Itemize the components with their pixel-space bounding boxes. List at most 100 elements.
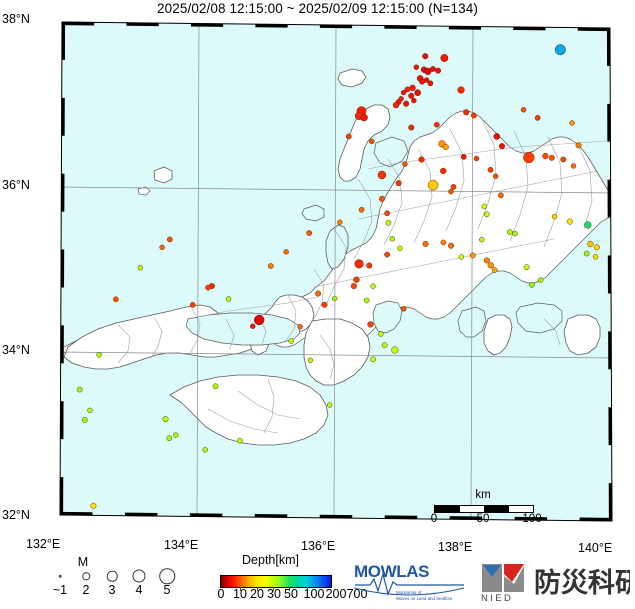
epicenter-marker[interactable] [369,139,374,144]
epicenter-marker[interactable] [488,167,493,172]
epicenter-marker[interactable] [474,156,479,161]
epicenter-marker[interactable] [237,438,242,443]
epicenter-marker[interactable] [459,255,464,260]
epicenter-marker[interactable] [414,65,419,70]
epicenter-marker[interactable] [430,66,435,71]
epicenter-marker[interactable] [308,358,313,363]
epicenter-marker[interactable] [163,416,169,422]
epicenter-marker[interactable] [499,143,505,149]
epicenter-marker[interactable] [97,352,102,357]
epicenter-marker[interactable] [91,503,97,509]
earthquake-map[interactable] [58,19,616,531]
epicenter-marker[interactable] [538,278,543,283]
epicenter-marker[interactable] [535,115,540,120]
epicenter-marker[interactable] [378,332,383,337]
epicenter-marker[interactable] [494,133,500,139]
epicenter-marker[interactable] [555,44,565,54]
epicenter-marker[interactable] [428,180,438,190]
epicenter-marker[interactable] [167,436,172,441]
epicenter-marker[interactable] [355,259,364,268]
epicenter-marker[interactable] [315,291,321,297]
epicenter-marker[interactable] [167,237,172,242]
epicenter-marker[interactable] [552,214,557,219]
epicenter-marker[interactable] [448,243,454,249]
epicenter-marker[interactable] [393,102,399,108]
epicenter-marker[interactable] [403,162,408,167]
epicenter-marker[interactable] [378,171,386,179]
epicenter-marker[interactable] [441,240,446,245]
epicenter-marker[interactable] [386,220,391,225]
epicenter-marker[interactable] [382,343,387,348]
epicenter-marker[interactable] [385,252,390,257]
epicenter-marker[interactable] [289,338,294,343]
epicenter-marker[interactable] [593,254,598,259]
epicenter-marker[interactable] [284,249,289,254]
epicenter-marker[interactable] [479,237,484,242]
epicenter-marker[interactable] [415,90,421,96]
epicenter-marker[interactable] [523,152,534,163]
epicenter-marker[interactable] [461,154,466,159]
epicenter-marker[interactable] [307,230,312,235]
epicenter-marker[interactable] [354,277,360,283]
epicenter-marker[interactable] [77,387,82,392]
epicenter-marker[interactable] [529,282,534,287]
epicenter-marker[interactable] [379,196,385,202]
epicenter-marker[interactable] [371,357,376,362]
epicenter-marker[interactable] [364,298,369,303]
epicenter-marker[interactable] [411,98,416,103]
epicenter-marker[interactable] [298,324,303,329]
epicenter-marker[interactable] [542,153,548,159]
epicenter-marker[interactable] [561,157,566,162]
epicenter-marker[interactable] [584,251,589,256]
epicenter-marker[interactable] [482,204,487,209]
epicenter-marker[interactable] [524,265,529,270]
epicenter-marker[interactable] [205,285,210,290]
epicenter-marker[interactable] [423,241,429,247]
epicenter-marker[interactable] [422,53,428,59]
epicenter-marker[interactable] [471,113,476,118]
epicenter-marker[interactable] [371,284,376,289]
epicenter-marker[interactable] [397,246,402,251]
epicenter-marker[interactable] [409,93,415,99]
epicenter-marker[interactable] [488,262,494,268]
epicenter-marker[interactable] [443,144,449,150]
epicenter-marker[interactable] [403,101,409,107]
epicenter-marker[interactable] [390,236,395,241]
epicenter-marker[interactable] [87,408,92,413]
epicenter-marker[interactable] [435,68,441,74]
epicenter-marker[interactable] [458,87,465,94]
epicenter-marker[interactable] [470,253,475,258]
epicenter-marker[interactable] [409,125,415,131]
epicenter-marker[interactable] [392,347,399,354]
epicenter-marker[interactable] [82,417,87,422]
epicenter-marker[interactable] [401,306,406,311]
epicenter-marker[interactable] [322,302,328,308]
epicenter-marker[interactable] [190,302,195,307]
epicenter-marker[interactable] [588,241,594,247]
epicenter-marker[interactable] [250,324,255,329]
epicenter-marker[interactable] [173,433,178,438]
epicenter-marker[interactable] [484,212,489,217]
epicenter-marker[interactable] [346,134,351,139]
epicenter-marker[interactable] [337,220,342,225]
epicenter-marker[interactable] [463,110,469,116]
epicenter-marker[interactable] [513,231,518,236]
epicenter-marker[interactable] [268,263,273,268]
epicenter-marker[interactable] [254,315,264,325]
epicenter-marker[interactable] [492,267,497,272]
epicenter-marker[interactable] [368,321,374,327]
epicenter-marker[interactable] [361,114,368,121]
epicenter-marker[interactable] [567,219,573,225]
epicenter-marker[interactable] [451,184,456,189]
epicenter-marker[interactable] [521,107,526,112]
epicenter-marker[interactable] [410,85,416,91]
epicenter-marker[interactable] [366,263,372,269]
epicenter-marker[interactable] [570,121,575,126]
epicenter-marker[interactable] [449,189,454,194]
epicenter-marker[interactable] [213,384,218,389]
epicenter-marker[interactable] [138,265,143,270]
epicenter-marker[interactable] [359,207,364,212]
epicenter-marker[interactable] [440,168,446,174]
epicenter-marker[interactable] [203,447,208,452]
epicenter-marker[interactable] [332,296,337,301]
